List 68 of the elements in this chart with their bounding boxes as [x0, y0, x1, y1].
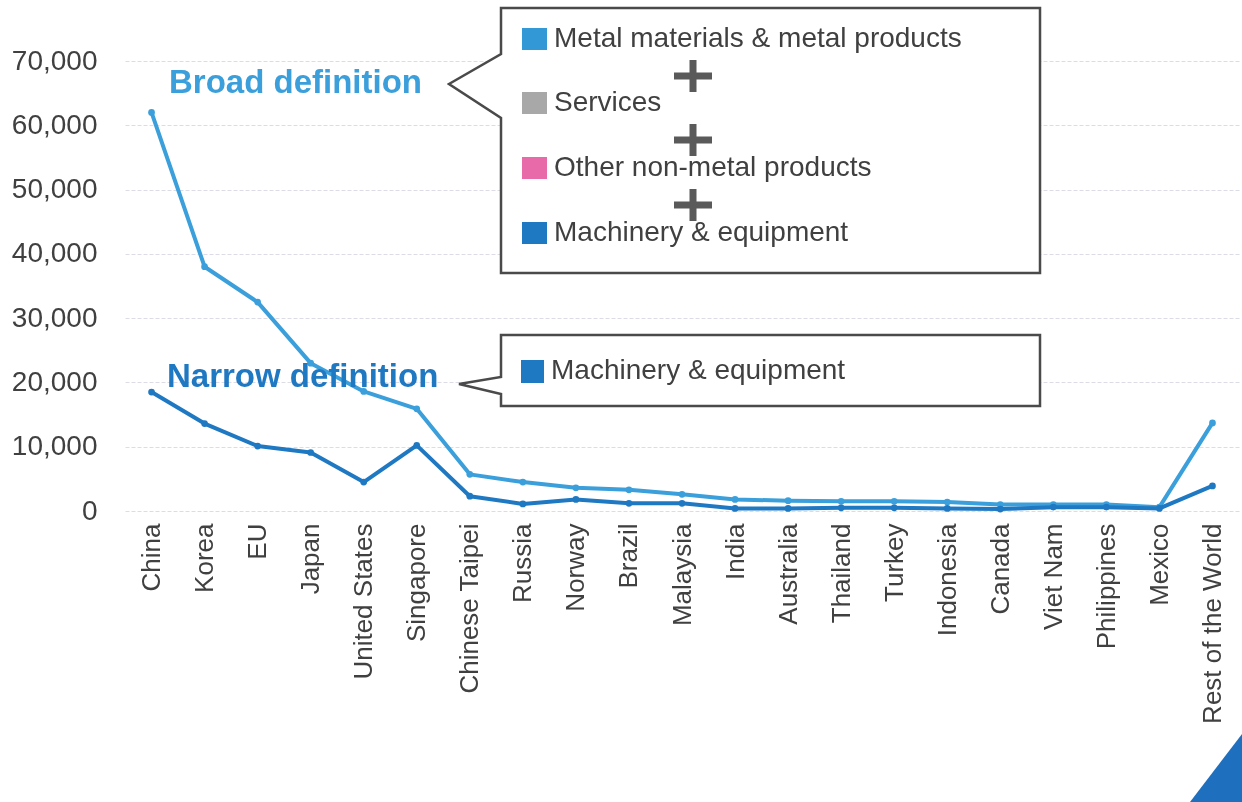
point — [572, 496, 580, 503]
point — [519, 500, 527, 508]
x-tick-label: Korea — [189, 522, 220, 593]
point — [784, 497, 792, 505]
point — [148, 388, 155, 396]
annotation: Machinery & equipment — [554, 216, 849, 247]
text: Metal materials & metal products — [554, 22, 962, 53]
point — [360, 478, 368, 486]
x-tick-label: Singapore — [401, 523, 432, 643]
point — [1209, 419, 1216, 427]
point — [678, 499, 686, 507]
point — [890, 498, 898, 505]
point — [1209, 482, 1216, 490]
y-tick-label: 70,000 — [11, 44, 98, 76]
point — [413, 405, 421, 413]
x-tick-label: Mexico — [1143, 523, 1174, 606]
point — [837, 504, 845, 512]
point — [625, 499, 633, 507]
point — [466, 492, 474, 500]
x-tick-label: Viet Nam — [1037, 523, 1068, 630]
x-tick-label: Australia — [772, 522, 803, 625]
point — [148, 109, 155, 116]
y-tick-label: 20,000 — [11, 365, 98, 397]
annotation: Other non-metal products — [554, 151, 872, 182]
point — [413, 442, 421, 449]
point — [519, 478, 527, 486]
y-tick-label: 40,000 — [11, 237, 98, 269]
point — [572, 484, 580, 492]
point — [784, 505, 792, 512]
point — [837, 498, 845, 505]
point — [890, 504, 898, 512]
y-tick-label: 0 — [81, 494, 98, 526]
point — [466, 471, 474, 478]
point — [996, 505, 1004, 513]
point — [201, 420, 208, 427]
point — [943, 505, 951, 512]
point — [943, 498, 951, 506]
x-tick-label: United States — [348, 523, 379, 680]
annotation: Machinery & equipment — [551, 354, 846, 385]
x-tick-label: Turkey — [878, 523, 909, 602]
x-tick-label: Rest of the World — [1196, 523, 1227, 724]
x-tick-label: Thailand — [825, 523, 856, 624]
y-tick-label: 30,000 — [11, 301, 98, 333]
point — [625, 486, 633, 494]
x-tick-label: China — [136, 522, 167, 592]
x-tick-label: Philippines — [1090, 523, 1121, 650]
x-tick-label: Japan — [295, 523, 326, 595]
x-tick-label: Norway — [560, 523, 591, 612]
point — [678, 490, 686, 498]
y-tick-label: 50,000 — [11, 173, 98, 205]
x-tick-label: Malaysia — [666, 522, 697, 627]
x-tick-label: Chinese Taipei — [454, 523, 485, 694]
point — [254, 298, 261, 306]
series-label: Broad definition — [169, 63, 422, 100]
point — [307, 449, 315, 456]
annotation: Services — [554, 86, 662, 117]
point — [731, 505, 739, 512]
x-tick-label: Indonesia — [931, 522, 962, 637]
x-tick-label: India — [719, 522, 750, 580]
point — [254, 442, 261, 450]
point — [731, 496, 739, 503]
y-tick-label: 60,000 — [11, 108, 98, 140]
x-tick-label: Brazil — [613, 523, 644, 589]
x-tick-label: Russia — [507, 522, 538, 603]
y-tick-label: 10,000 — [11, 430, 98, 462]
x-tick-label: Canada — [984, 522, 1015, 615]
x-tick-label: EU — [242, 523, 273, 560]
point — [201, 263, 208, 271]
